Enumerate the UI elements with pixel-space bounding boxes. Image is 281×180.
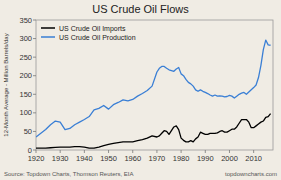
y-tick-label: 200 bbox=[19, 71, 32, 80]
x-tick-label: 1940 bbox=[76, 154, 93, 163]
legend-label: US Crude Oil Imports bbox=[59, 25, 126, 33]
background bbox=[0, 0, 281, 180]
x-tick-label: 1960 bbox=[124, 154, 141, 163]
y-tick-label: 150 bbox=[19, 90, 32, 99]
y-tick bbox=[33, 38, 36, 39]
x-tick-label: 1970 bbox=[149, 154, 166, 163]
source-note: Source: Topdown Charts, Thomson Reuters,… bbox=[4, 171, 134, 177]
x-tick-label: 1950 bbox=[100, 154, 117, 163]
series-group bbox=[36, 40, 271, 148]
x-tick bbox=[60, 150, 61, 153]
x-tick-label: 2010 bbox=[245, 154, 262, 163]
y-tick bbox=[33, 20, 36, 21]
plot-frame bbox=[36, 20, 273, 150]
title: US Crude Oil Flows bbox=[92, 3, 189, 15]
x-tick bbox=[132, 150, 133, 153]
x-tick bbox=[84, 150, 85, 153]
x-tick bbox=[229, 150, 230, 153]
y-tick bbox=[33, 150, 36, 151]
legend-swatch bbox=[41, 36, 55, 38]
x-tick bbox=[108, 150, 109, 153]
x-tick-label: 1980 bbox=[173, 154, 190, 163]
legend-swatch bbox=[41, 27, 55, 29]
x-tick bbox=[156, 150, 157, 153]
x-tick bbox=[253, 150, 254, 153]
x-tick-label: 2000 bbox=[221, 154, 238, 163]
chart: US Crude Oil Flows0501001502002503003501… bbox=[0, 0, 281, 180]
y-tick bbox=[33, 75, 36, 76]
source-note: topdowncharts.com bbox=[225, 171, 277, 177]
series-line bbox=[36, 114, 271, 149]
x-tick bbox=[181, 150, 182, 153]
y-tick-label: 50 bbox=[24, 127, 32, 136]
y-tick bbox=[33, 112, 36, 113]
y-tick bbox=[33, 131, 36, 132]
legend-label: US Crude Oil Production bbox=[59, 34, 136, 41]
x-tick-label: 1920 bbox=[28, 154, 45, 163]
y-tick bbox=[33, 57, 36, 58]
y-tick-label: 250 bbox=[19, 53, 32, 62]
y-tick-label: 100 bbox=[19, 108, 32, 117]
series-line bbox=[36, 40, 271, 137]
x-tick-label: 1990 bbox=[197, 154, 214, 163]
x-tick-label: 1930 bbox=[52, 154, 69, 163]
x-tick bbox=[36, 150, 37, 153]
y-tick bbox=[33, 94, 36, 95]
legend: US Crude Oil ImportsUS Crude Oil Product… bbox=[41, 25, 136, 41]
y-tick-label: 300 bbox=[19, 34, 32, 43]
y-axis-label: 12-Month Average - Million Barrels/day bbox=[3, 33, 9, 136]
y-tick-label: 350 bbox=[19, 16, 32, 25]
x-tick bbox=[205, 150, 206, 153]
